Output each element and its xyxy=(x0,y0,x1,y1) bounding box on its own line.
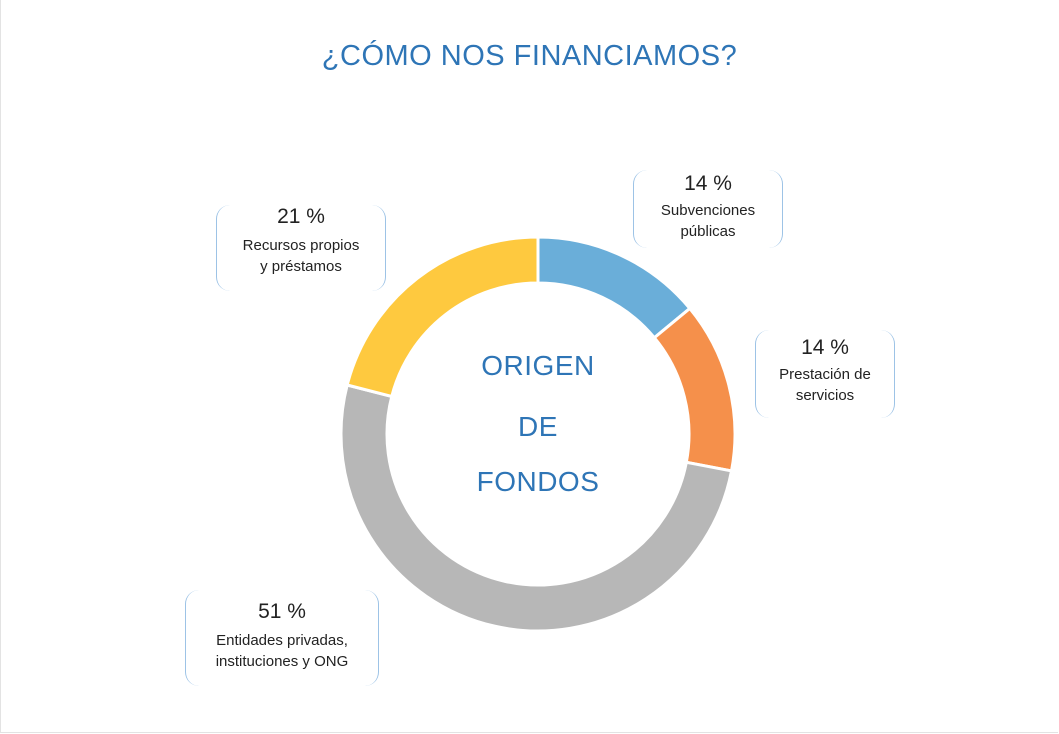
slice-subvenciones xyxy=(536,235,692,340)
callout-subvenciones: 14 % Subvenciones públicas xyxy=(633,170,783,248)
slice-prestacion xyxy=(652,306,737,473)
center-label-line-3: FONDOS xyxy=(476,466,600,497)
category-label-entidades: Entidades privadas, instituciones y ONG xyxy=(215,632,349,670)
callout-prestacion: 14 % Prestación de servicios xyxy=(755,330,895,418)
data-label-prestacion: 14 % xyxy=(801,336,849,359)
category-label-prestacion: Prestación de servicios xyxy=(779,366,871,404)
data-label-entidades: 51 % xyxy=(258,600,306,623)
category-label-subvenciones: Subvenciones públicas xyxy=(660,202,756,240)
data-label-recursos: 21 % xyxy=(277,205,325,228)
callout-entidades: 51 % Entidades privadas, instituciones y… xyxy=(185,590,379,686)
callout-recursos: 21 % Recursos propios y préstamos xyxy=(216,205,386,291)
center-label-line-1: ORIGEN xyxy=(481,350,595,381)
category-label-recursos: Recursos propios y préstamos xyxy=(242,237,360,275)
data-label-subvenciones: 14 % xyxy=(684,172,732,195)
slice-recursos xyxy=(345,235,540,399)
slice-entidades xyxy=(339,383,734,633)
chart-title: ¿CÓMO NOS FINANCIAMOS? xyxy=(321,40,738,72)
center-label-line-2: DE xyxy=(518,411,558,442)
